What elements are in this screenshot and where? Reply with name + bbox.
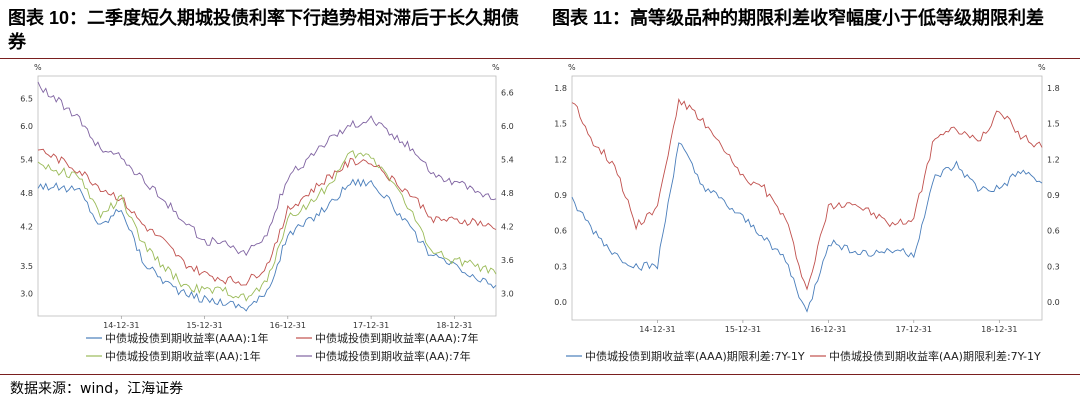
x-tick-label: 15-12-31 xyxy=(725,325,761,334)
legend-label: 中债城投债到期收益率(AA)期限利差:7Y-1Y xyxy=(829,349,1041,363)
x-tick-label: 17-12-31 xyxy=(353,321,389,330)
series-line-3 xyxy=(37,150,497,302)
plot-frame xyxy=(571,75,1043,321)
y-tick-label-left: 0.3 xyxy=(554,262,567,271)
chart-panel-left: %% 3.0 3.0 3.5 3.6 4.2 4.2 4.8 4.8 5.4 5.4 6.0 6.0 6.… xyxy=(8,62,530,372)
chart-title-left: 图表 10：二季度短久期城投债利率下行趋势相对滞后于长久期债券 xyxy=(8,8,520,52)
y-tick-label-left: 0.9 xyxy=(554,191,567,200)
y-tick-label-left: 4.2 xyxy=(20,223,33,232)
y-tick-label-right: 5.4 xyxy=(501,156,514,165)
unit-label-left: % xyxy=(34,63,42,72)
y-tick-label-left: 5.4 xyxy=(20,156,33,165)
bottom-divider xyxy=(0,374,1080,375)
y-tick-label-right: 0.3 xyxy=(1047,262,1060,271)
series-line-4 xyxy=(37,81,497,257)
x-tick-label: 14-12-31 xyxy=(639,325,675,334)
y-tick-label-right: 1.2 xyxy=(1047,155,1060,164)
top-divider xyxy=(0,58,1080,59)
unit-label-right: % xyxy=(492,63,500,72)
y-tick-label-right: 6.6 xyxy=(501,89,514,98)
chart-panel-right: %% 0.0 0.0 0.3 0.3 0.6 0.6 0.9 0.9 1.2 1.2 1.5 1.5 1.… xyxy=(552,62,1077,372)
x-tick-label: 18-12-31 xyxy=(981,325,1017,334)
y-tick-label-right: 0.9 xyxy=(1047,191,1060,200)
legend-label: 中债城投债到期收益率(AAA)期限利差:7Y-1Y xyxy=(585,349,805,363)
x-tick-label: 16-12-31 xyxy=(810,325,846,334)
y-tick-label-left: 6.0 xyxy=(20,122,33,131)
legend-label: 中债城投债到期收益率(AAA):7年 xyxy=(315,331,478,345)
series-line-1 xyxy=(37,178,497,312)
y-tick-label-right: 1.5 xyxy=(1047,120,1060,129)
y-tick-label-left: 3.0 xyxy=(20,290,33,299)
y-tick-label-left: 4.8 xyxy=(20,189,33,198)
legend-label: 中债城投债到期收益率(AA):1年 xyxy=(105,349,261,363)
y-tick-label-right: 4.8 xyxy=(501,189,514,198)
y-tick-label-left: 1.5 xyxy=(554,120,567,129)
y-tick-label-right: 0.0 xyxy=(1047,298,1060,307)
y-tick-label-left: 3.5 xyxy=(20,262,33,271)
y-tick-label-right: 4.2 xyxy=(501,223,514,232)
data-source-note: 数据来源：wind，江海证券 xyxy=(10,381,184,397)
series-line-1 xyxy=(571,142,1043,313)
y-tick-label-right: 3.6 xyxy=(501,256,514,265)
x-tick-label: 17-12-31 xyxy=(896,325,932,334)
legend-label: 中债城投债到期收益率(AAA):1年 xyxy=(105,331,268,345)
series-line-2 xyxy=(571,97,1043,291)
y-tick-label-right: 1.8 xyxy=(1047,84,1060,93)
legend-label: 中债城投债到期收益率(AA):7年 xyxy=(315,349,471,363)
x-tick-label: 18-12-31 xyxy=(436,321,472,330)
chart-title-right: 图表 11：高等级品种的期限利差收窄幅度小于低等级期限利差 xyxy=(552,8,1045,28)
y-tick-label-left: 0.6 xyxy=(554,227,567,236)
x-tick-label: 14-12-31 xyxy=(103,321,139,330)
x-tick-label: 16-12-31 xyxy=(270,321,306,330)
y-tick-label-right: 6.0 xyxy=(501,122,514,131)
series-line-2 xyxy=(37,148,497,286)
yield-line-chart: % % 3.0 3.0 3.5 3.6 4.2 4.2 4.8 4.8 5.4 5.4 6.0 6.0 6.… xyxy=(20,63,514,363)
term-spread-line-chart: % % 0.0 0.0 0.3 0.3 0.6 0.6 0.9 0.9 1.2 1.2 1.5 1.5 1.… xyxy=(554,63,1060,363)
x-tick-label: 15-12-31 xyxy=(186,321,222,330)
unit-label-right: % xyxy=(1038,63,1046,72)
y-tick-label-right: 0.6 xyxy=(1047,227,1060,236)
y-tick-label-left: 6.5 xyxy=(20,94,33,103)
plot-frame xyxy=(37,75,497,317)
y-tick-label-left: 0.0 xyxy=(554,298,567,307)
y-tick-label-right: 3.0 xyxy=(501,290,514,299)
y-tick-label-left: 1.8 xyxy=(554,84,567,93)
unit-label-left: % xyxy=(568,63,576,72)
y-tick-label-left: 1.2 xyxy=(554,155,567,164)
